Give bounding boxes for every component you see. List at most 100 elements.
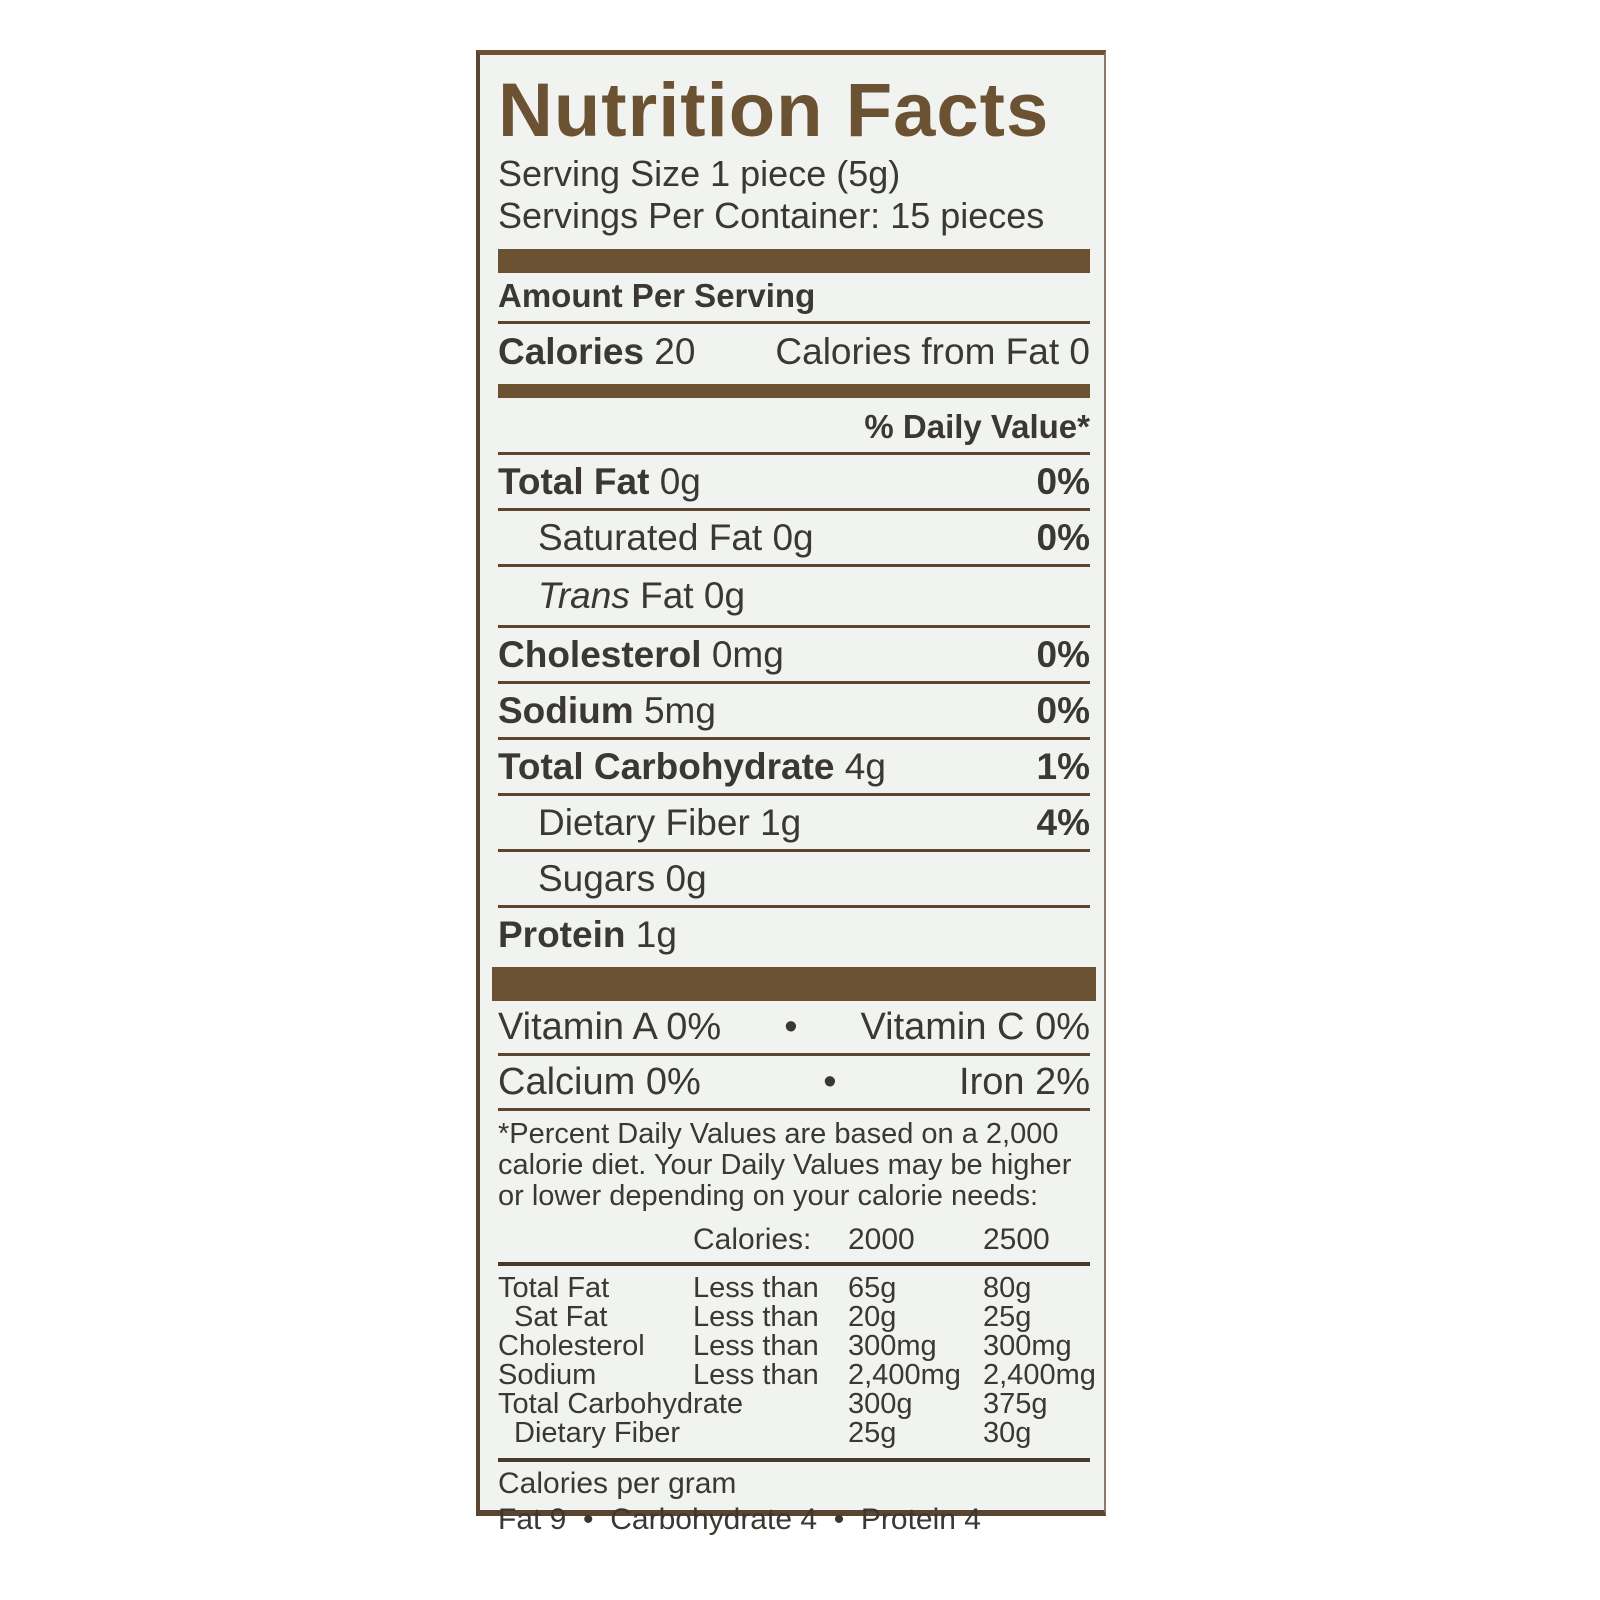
nutrient-name: Cholesterol	[498, 633, 702, 675]
calories-per-gram: Calories per gram Fat 9 • Carbohydrate 4…	[498, 1458, 1090, 1538]
bullet: •	[583, 1503, 594, 1536]
calories-value: 20	[654, 331, 696, 372]
bullet: •	[823, 1060, 837, 1103]
nutrient-name: Sugars	[538, 857, 656, 899]
servings-per-container-value: 15 pieces	[890, 195, 1045, 236]
dv-table-cell: Less than	[693, 1359, 819, 1391]
dv-header-cell: Calories:	[693, 1223, 812, 1256]
protein-per-gram: Protein 4	[860, 1503, 981, 1536]
nutrient-dv: 0%	[1036, 689, 1090, 731]
calories-per-gram-values: Fat 9 • Carbohydrate 4 • Protein 4	[498, 1502, 1090, 1538]
nutrient-row-sodium: Sodium 5mg 0%	[498, 684, 1090, 740]
calories-row: Calories 20 Calories from Fat 0	[498, 324, 1090, 380]
dv-table-cell: Dietary Fiber	[514, 1417, 680, 1449]
dv-table-cell: 80g	[983, 1272, 1032, 1304]
fat-per-gram: Fat 9	[498, 1503, 567, 1536]
nutrient-amount: 0g	[665, 857, 707, 899]
dv-table-cell: 300g	[848, 1388, 913, 1420]
nutrient-dv: 0%	[1036, 633, 1090, 675]
amount-per-serving: Amount Per Serving	[498, 275, 1090, 324]
dv-table-cell	[693, 1390, 848, 1419]
calories-per-gram-label: Calories per gram	[498, 1467, 737, 1500]
vitamin-dv: 0%	[1035, 1005, 1090, 1048]
bullet: •	[784, 1005, 798, 1048]
vitamin-name: Iron	[959, 1060, 1025, 1103]
nutrient-amount: 1g	[760, 801, 802, 843]
dv-table-cell: Less than	[693, 1272, 819, 1304]
dv-table-cell: 25g	[983, 1301, 1032, 1333]
dv-table-cell	[693, 1419, 848, 1448]
vitamin-dv: 0%	[645, 1060, 701, 1103]
nutrition-facts-label: Nutrition Facts Serving Size 1 piece (5g…	[476, 50, 1106, 1536]
nutrient-name: Total Fat	[498, 460, 650, 502]
servings-per-container: Servings Per Container: 15 pieces	[498, 195, 1090, 237]
nutrient-amount: 1g	[635, 913, 677, 955]
vitamin-dv: 0%	[666, 1005, 722, 1048]
divider-medium	[498, 384, 1090, 398]
nutrient-name: Protein	[498, 913, 626, 955]
nutrient-dv: 0%	[1036, 460, 1090, 502]
nutrient-name: Trans	[538, 575, 630, 616]
dv-table-cell: Total Carbohydrate	[498, 1388, 744, 1420]
nutrient-row-trans-fat: Trans Fat 0g	[498, 567, 1090, 628]
dv-table-cell: 375g	[983, 1388, 1048, 1420]
nutrient-amount: 5mg	[643, 689, 716, 731]
serving-size-value: 1 piece (5g)	[710, 153, 901, 194]
nutrient-name: Dietary Fiber	[538, 801, 750, 843]
nutrient-name-rest: Fat	[640, 575, 694, 616]
calories-label: Calories	[498, 331, 645, 372]
nutrient-row-cholesterol: Cholesterol 0mg 0%	[498, 628, 1090, 684]
dv-header-cell: 2500	[983, 1223, 1050, 1256]
bullet: •	[833, 1503, 845, 1536]
nutrient-name: Total Carbohydrate	[498, 745, 835, 787]
daily-value-header: % Daily Value*	[498, 402, 1090, 455]
vitamin-row: Vitamin A 0% • Vitamin C 0%	[498, 1001, 1090, 1056]
vitamin-name: Vitamin C	[860, 1005, 1025, 1048]
dv-header-cell: 2000	[848, 1223, 915, 1256]
nutrient-name: Sodium	[498, 689, 634, 731]
dv-table-cell: Less than	[693, 1301, 819, 1333]
calories-from-fat-label: Calories from Fat	[775, 331, 1060, 372]
dv-table-cell: 2,400mg	[983, 1359, 1096, 1391]
serving-size-label: Serving Size	[498, 153, 701, 194]
nutrient-dv: 1%	[1036, 745, 1090, 787]
dv-table-header: Calories: 2000 2500	[498, 1218, 1090, 1266]
nutrient-amount: 0g	[703, 575, 746, 616]
vitamin-name: Calcium	[498, 1060, 636, 1103]
nutrient-row-total-carbohydrate: Total Carbohydrate 4g 1%	[498, 740, 1090, 796]
dv-table-cell: 300mg	[848, 1330, 937, 1362]
servings-per-container-label: Servings Per Container:	[498, 195, 881, 236]
dv-table-cell: 65g	[848, 1272, 897, 1304]
carbohydrate-per-gram: Carbohydrate 4	[610, 1503, 818, 1536]
nutrient-amount: 0mg	[711, 633, 784, 675]
nutrient-row-sugars: Sugars 0g	[498, 852, 1090, 908]
nutrient-amount: 0g	[772, 516, 814, 558]
dv-table-cell: Less than	[693, 1330, 819, 1362]
nutrient-amount: 0g	[659, 460, 701, 502]
dv-table-cell: Cholesterol	[498, 1330, 645, 1362]
nutrient-dv: 4%	[1036, 801, 1090, 843]
dv-table-cell: 300mg	[983, 1330, 1072, 1362]
footnote: *Percent Daily Values are based on a 2,0…	[498, 1118, 1072, 1212]
nutrient-name: Saturated Fat	[538, 516, 763, 558]
nutrient-amount: 4g	[844, 745, 886, 787]
divider-thick	[492, 967, 1096, 1001]
dv-table-cell: 20g	[848, 1301, 897, 1333]
label-title: Nutrition Facts	[498, 68, 1050, 153]
nutrient-row-total-fat: Total Fat 0g 0%	[498, 455, 1090, 511]
dv-table: Total Fat Less than 65g 80g Sat Fat Less than…	[498, 1266, 1096, 1449]
nutrient-row-protein: Protein 1g	[498, 908, 1090, 961]
dv-table-cell: 25g	[848, 1417, 897, 1449]
dv-table-cell: Total Fat	[498, 1272, 610, 1304]
divider-thick	[498, 249, 1090, 273]
vitamin-dv: 2%	[1035, 1060, 1090, 1103]
vitamin-name: Vitamin A	[498, 1005, 656, 1048]
dv-table-cell: 30g	[983, 1417, 1032, 1449]
calories-from-fat-value: 0	[1069, 331, 1090, 372]
nutrient-row-saturated-fat: Saturated Fat 0g 0%	[498, 511, 1090, 567]
mineral-row: Calcium 0% • Iron 2%	[498, 1056, 1090, 1111]
dv-table-cell: Sodium	[498, 1359, 597, 1391]
serving-size: Serving Size 1 piece (5g)	[498, 153, 1090, 195]
dv-table-cell: 2,400mg	[848, 1359, 961, 1391]
nutrient-dv: 0%	[1036, 516, 1090, 558]
